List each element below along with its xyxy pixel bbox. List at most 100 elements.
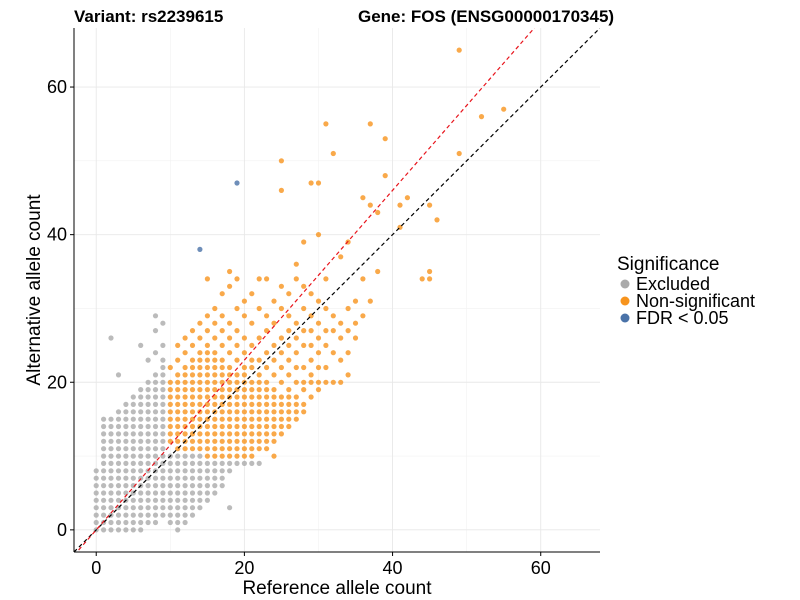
point-non-significant xyxy=(234,276,240,282)
point-excluded xyxy=(115,438,122,444)
point-non-significant xyxy=(204,372,210,378)
point-excluded xyxy=(152,438,159,444)
point-excluded xyxy=(152,416,159,422)
point-excluded xyxy=(93,475,99,481)
point-excluded xyxy=(182,460,188,466)
point-excluded xyxy=(115,483,122,489)
point-non-significant xyxy=(219,387,225,393)
point-non-significant xyxy=(241,423,247,430)
point-excluded xyxy=(145,401,151,407)
point-non-significant xyxy=(256,409,262,415)
point-non-significant xyxy=(352,320,359,326)
point-non-significant xyxy=(278,335,284,341)
point-excluded xyxy=(167,483,173,489)
point-non-significant xyxy=(219,446,225,452)
point-non-significant xyxy=(338,254,344,260)
point-non-significant xyxy=(271,431,277,437)
point-excluded xyxy=(108,460,114,466)
point-non-significant xyxy=(241,446,247,452)
point-excluded xyxy=(101,438,107,444)
point-non-significant xyxy=(189,379,196,385)
point-non-significant xyxy=(360,313,366,319)
point-non-significant xyxy=(227,387,233,393)
point-non-significant xyxy=(330,379,336,385)
point-non-significant xyxy=(227,283,233,289)
point-non-significant xyxy=(189,423,196,430)
point-excluded xyxy=(145,490,151,496)
point-non-significant xyxy=(227,320,233,326)
point-non-significant xyxy=(204,438,210,444)
point-excluded xyxy=(115,512,122,518)
point-excluded xyxy=(138,394,144,400)
point-non-significant xyxy=(189,328,196,334)
point-excluded xyxy=(145,438,151,444)
legend: Significance Excluded Non-significant FD… xyxy=(617,254,755,328)
point-excluded xyxy=(256,460,262,466)
point-excluded xyxy=(93,468,99,474)
point-fdr-0-05 xyxy=(197,246,203,252)
point-non-significant xyxy=(271,423,277,430)
point-excluded xyxy=(189,497,196,503)
point-non-significant xyxy=(182,394,188,400)
point-non-significant xyxy=(219,342,225,348)
point-excluded xyxy=(108,497,114,503)
x-tick-label: 20 xyxy=(234,558,254,578)
point-excluded xyxy=(152,313,159,319)
point-non-significant xyxy=(301,342,307,348)
point-non-significant xyxy=(241,394,247,400)
point-non-significant xyxy=(241,401,247,407)
point-non-significant xyxy=(338,320,344,326)
point-excluded xyxy=(160,446,166,452)
point-non-significant xyxy=(197,446,203,452)
point-non-significant xyxy=(234,305,240,312)
point-non-significant xyxy=(478,114,485,120)
point-excluded xyxy=(138,497,144,503)
point-excluded xyxy=(212,483,218,489)
point-non-significant xyxy=(286,357,292,363)
point-excluded xyxy=(138,453,144,459)
point-excluded xyxy=(227,460,233,466)
point-excluded xyxy=(227,468,233,474)
point-non-significant xyxy=(249,291,255,297)
point-excluded xyxy=(160,401,166,407)
point-non-significant xyxy=(323,305,329,312)
point-excluded xyxy=(138,423,144,430)
point-non-significant xyxy=(241,438,247,444)
point-non-significant xyxy=(367,202,373,208)
point-non-significant xyxy=(212,423,218,430)
point-excluded xyxy=(101,423,107,430)
point-excluded xyxy=(130,527,136,533)
point-excluded xyxy=(145,483,151,489)
point-non-significant xyxy=(367,121,373,127)
point-excluded xyxy=(115,475,122,481)
point-non-significant xyxy=(456,150,462,157)
point-non-significant xyxy=(264,409,270,415)
point-non-significant xyxy=(204,276,210,282)
point-non-significant xyxy=(345,372,351,378)
point-non-significant xyxy=(227,401,233,407)
point-non-significant xyxy=(212,401,218,407)
point-non-significant xyxy=(212,305,218,312)
point-non-significant xyxy=(301,239,307,245)
point-non-significant xyxy=(293,364,299,371)
point-excluded xyxy=(160,431,166,437)
point-non-significant xyxy=(264,364,270,371)
y-tick-label: 60 xyxy=(47,77,67,97)
point-excluded xyxy=(108,527,114,533)
point-non-significant xyxy=(182,409,188,415)
point-excluded xyxy=(123,453,129,459)
point-non-significant xyxy=(278,394,284,400)
point-excluded xyxy=(115,490,122,496)
point-non-significant xyxy=(167,431,173,437)
point-non-significant xyxy=(212,453,218,459)
point-excluded xyxy=(145,453,151,459)
series-non-significant xyxy=(167,47,507,459)
point-excluded xyxy=(160,394,166,400)
point-excluded xyxy=(145,416,151,422)
y-tick-label: 0 xyxy=(57,520,67,540)
point-excluded xyxy=(138,519,144,526)
point-excluded xyxy=(123,460,129,466)
point-excluded xyxy=(189,505,196,511)
point-non-significant xyxy=(382,173,388,179)
point-non-significant xyxy=(308,394,314,400)
